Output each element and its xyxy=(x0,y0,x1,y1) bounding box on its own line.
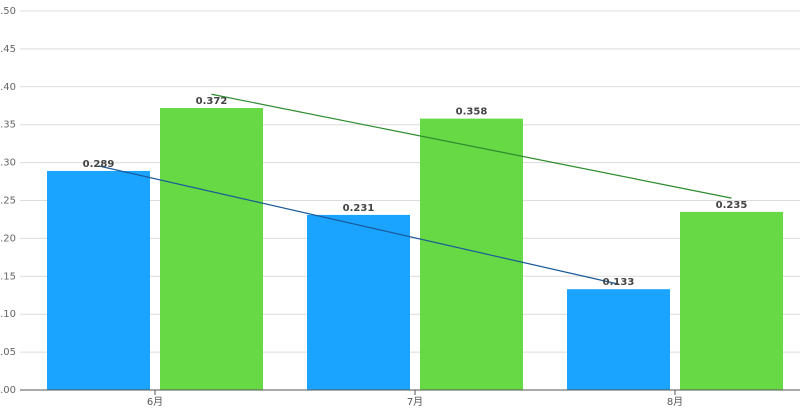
x-tick-label: 7月 xyxy=(407,396,423,408)
y-tick-label: 0.15 xyxy=(0,271,16,282)
trendline-series2 xyxy=(211,93,732,199)
data-label: 0.358 xyxy=(456,107,488,118)
data-label: 0.231 xyxy=(343,203,375,214)
y-tick-label: 0.30 xyxy=(0,158,16,169)
bar-series2-1 xyxy=(160,108,263,391)
x-tick-label: 8月 xyxy=(667,396,683,408)
bar-series1-3 xyxy=(567,289,670,390)
y-tick-label: 0.20 xyxy=(0,233,16,244)
data-label: 0.133 xyxy=(603,277,635,288)
data-label: 0.372 xyxy=(196,96,228,107)
y-tick-label: 0.35 xyxy=(0,120,16,131)
data-labels: 0.289 0.231 0.133 0.372 0.358 0.235 xyxy=(83,96,748,288)
x-tick-label: 6月 xyxy=(147,396,163,408)
y-tick-label: 0.45 xyxy=(0,44,16,55)
trendline-series1 xyxy=(98,165,619,285)
data-label: 0.289 xyxy=(83,159,115,170)
bars xyxy=(47,108,783,391)
data-label: 0.235 xyxy=(716,200,748,211)
x-axis-ticks: 6月 7月 8月 xyxy=(147,390,683,408)
y-tick-label: 0.40 xyxy=(0,82,16,93)
trendlines xyxy=(98,93,732,285)
y-tick-label: 0.00 xyxy=(0,385,16,396)
bar-series1-2 xyxy=(307,214,410,390)
y-tick-label: 0.10 xyxy=(0,309,16,320)
bar-series2-3 xyxy=(680,211,783,390)
y-axis-ticks: 0.00 0.05 0.10 0.15 0.20 0.25 0.30 0.35 0.40 0.45… xyxy=(0,6,16,396)
bar-series2-2 xyxy=(420,118,523,391)
y-tick-label: 0.25 xyxy=(0,196,16,207)
y-tick-label: 0.05 xyxy=(0,347,16,358)
y-tick-label: 0.50 xyxy=(0,6,16,17)
bar-series1-1 xyxy=(47,170,150,390)
